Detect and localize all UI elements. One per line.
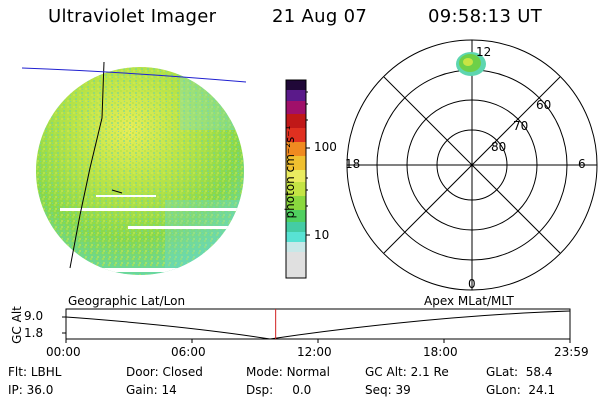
- status-seq: Seq: 39: [365, 383, 411, 397]
- x-tick-2359: 23:59: [554, 345, 589, 359]
- x-tick-1800: 18:00: [423, 345, 458, 359]
- lat-label-60: 60: [536, 98, 552, 112]
- apex-label: Apex MLat/MLT: [424, 294, 514, 308]
- scan-gap-4: [96, 195, 156, 197]
- x-tick-1200: 12:00: [297, 345, 332, 359]
- status-gain: Gain: 14: [126, 383, 177, 397]
- altitude-timeline: [62, 308, 571, 343]
- mlt-label-18: 18: [345, 157, 361, 171]
- lat-label-70: 70: [513, 119, 529, 133]
- x-tick-0000: 00:00: [46, 345, 81, 359]
- meridian-line: [69, 61, 105, 269]
- uv-globe-image: [36, 61, 244, 275]
- status-dsp: Dsp: 0.0: [246, 383, 312, 397]
- altitude-curve: [65, 310, 571, 340]
- colorbar: [285, 79, 310, 279]
- status-glat: GLat: 58.4: [486, 365, 553, 379]
- mlt-label-0: 0: [468, 277, 476, 291]
- date-label: 21 Aug 07: [272, 6, 368, 27]
- coastline-fragment: [111, 189, 123, 194]
- status-mode: Mode: Normal: [246, 365, 330, 379]
- mlt-label-12: 12: [476, 45, 492, 59]
- y-tick-9: 9.0: [24, 309, 44, 323]
- colorbar-unit-label: photon cm⁻²s⁻¹: [283, 125, 297, 219]
- geographic-label: Geographic Lat/Lon: [68, 294, 186, 308]
- status-door: Door: Closed: [126, 365, 203, 379]
- lat-label-80: 80: [491, 140, 507, 154]
- status-gc-alt: GC Alt: 2.1 Re: [365, 365, 449, 379]
- colorbar-tick-100: 100: [314, 140, 337, 154]
- scan-gap-2: [128, 226, 238, 229]
- polar-plot: [346, 39, 598, 291]
- y-tick-1-8: 1.8: [24, 326, 44, 340]
- colorbar-tick-10: 10: [314, 228, 330, 242]
- status-glon: GLon: 24.1: [486, 383, 556, 397]
- status-filter: Flt: LBHL: [8, 365, 62, 379]
- status-ip: IP: 36.0: [8, 383, 54, 397]
- limb-line: [21, 67, 247, 83]
- timeline-axis-title: GC Alt: [10, 306, 24, 344]
- x-tick-0600: 06:00: [171, 345, 206, 359]
- scan-gap-3: [70, 268, 210, 272]
- auroral-emission: [456, 52, 486, 76]
- scan-gap-1: [60, 208, 244, 211]
- mlt-label-6: 6: [578, 157, 586, 171]
- time-label: 09:58:13 UT: [428, 6, 543, 27]
- instrument-title: Ultraviolet Imager: [48, 6, 217, 27]
